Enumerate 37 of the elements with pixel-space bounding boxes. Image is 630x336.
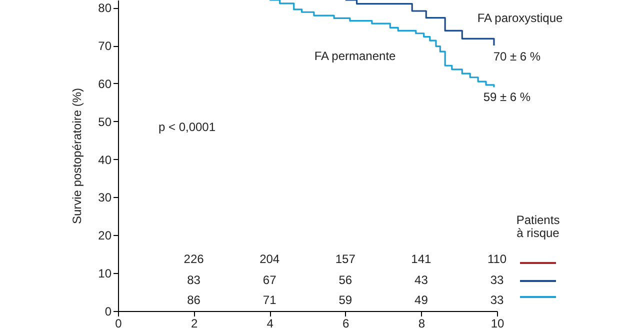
annotation: 226 [184,252,204,266]
y-tick-label: 80 [98,1,112,16]
annotation: 59 ± 6 % [483,90,531,104]
x-tick-label: 8 [418,316,426,330]
y-tick-label: 10 [98,266,112,281]
y-tick-label: 70 [98,39,112,54]
annotation: p < 0,0001 [158,120,216,134]
annotation: 33 [490,273,504,287]
annotation: 49 [414,293,428,307]
annotation: 204 [260,252,280,266]
annotation: 141 [411,252,432,266]
annotation: 110 [487,252,507,266]
x-tick-label: 10 [490,316,504,330]
annotation: 67 [262,273,277,287]
annotation: 56 [338,273,352,287]
x-tick-label: 2 [190,316,198,330]
y-tick-label: 0 [104,304,112,318]
x-tick-label: 4 [266,316,274,330]
x-tick-label: 0 [115,316,122,330]
y-tick-label: 30 [98,190,112,205]
annotation: 43 [414,273,428,287]
annotation: 71 [262,293,277,307]
y-tick-label: 20 [98,228,112,243]
y-tick-label: 60 [98,76,112,91]
y-tick-label: 50 [98,114,112,129]
series-label: FA paroxystique [477,11,564,25]
annotation: 83 [187,273,201,287]
annotation: 157 [335,252,356,266]
x-tick-label: 6 [342,316,350,330]
annotation: 86 [187,293,201,307]
annotation: 33 [490,293,504,307]
y-axis-title: Survie postopératoire (%) [70,88,84,224]
y-tick-label: 40 [98,152,112,167]
text: Patients à risque [516,213,560,240]
annotation: 70 ± 6 % [493,50,541,64]
series-label: FA permanente [314,49,396,63]
annotation: 59 [338,293,352,307]
